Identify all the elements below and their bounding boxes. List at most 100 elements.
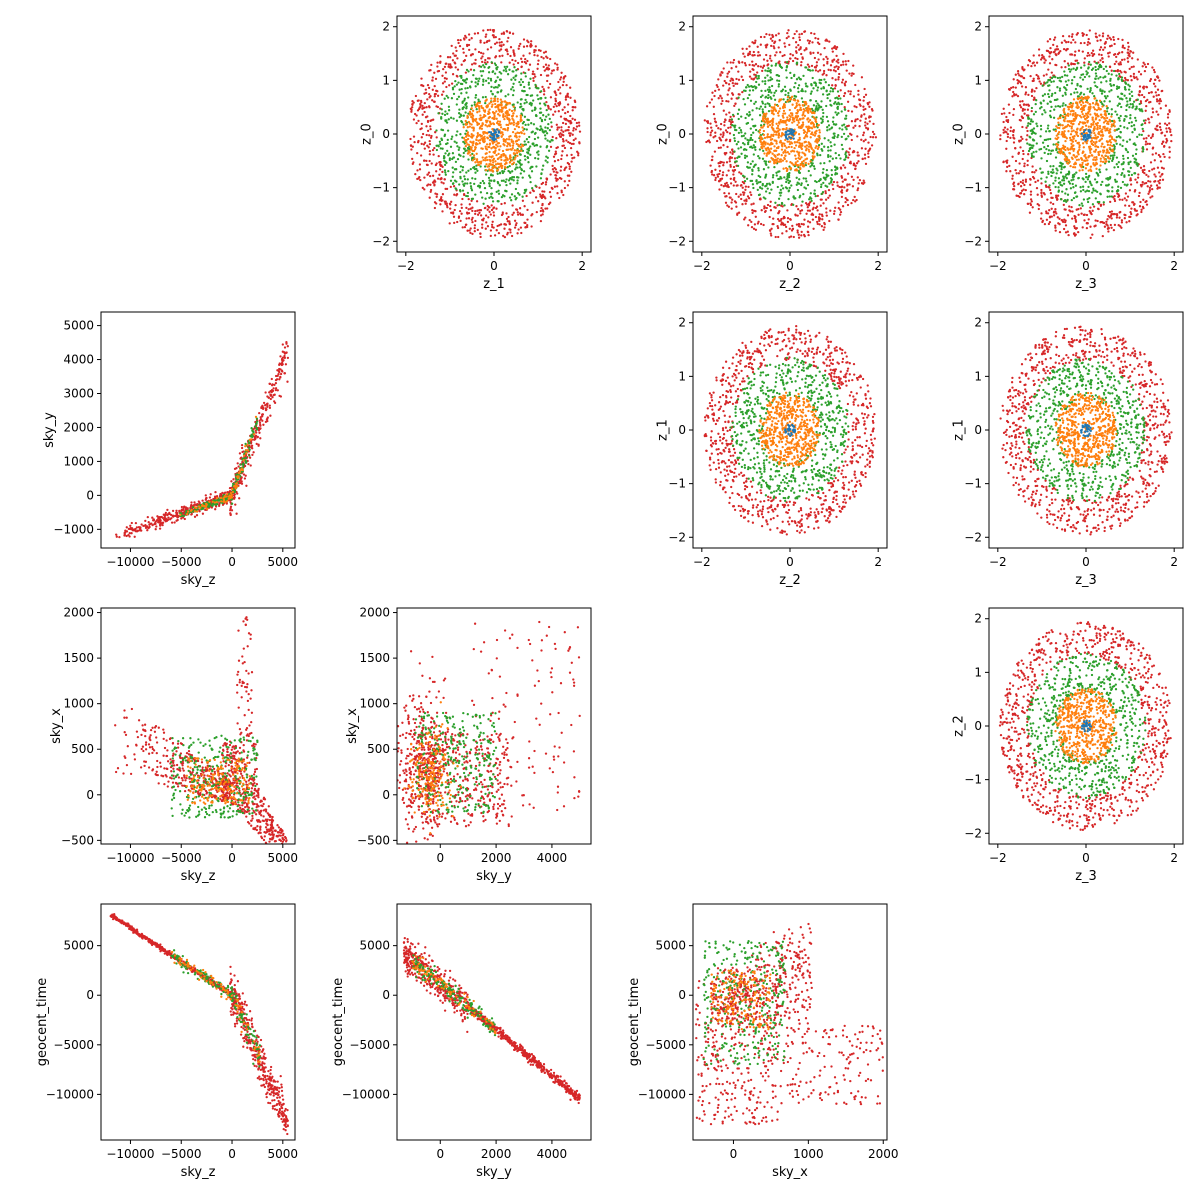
data-point [1096, 85, 1099, 89]
data-point [427, 86, 431, 90]
data-point [758, 107, 761, 110]
data-point [803, 30, 806, 33]
data-point [466, 137, 470, 141]
data-point [544, 137, 547, 140]
data-point [1086, 51, 1090, 55]
data-point [552, 155, 556, 158]
data-point [811, 41, 814, 44]
data-point [743, 218, 746, 221]
data-point [746, 161, 750, 164]
data-point [474, 193, 477, 196]
data-point [777, 197, 781, 200]
data-point [444, 110, 447, 113]
data-point [464, 149, 467, 153]
data-point [725, 81, 728, 85]
data-point [1019, 146, 1022, 149]
data-point [842, 123, 846, 126]
data-point [731, 113, 735, 117]
data-point [491, 34, 495, 37]
data-point [831, 136, 834, 139]
data-point [452, 117, 455, 120]
data-point [1081, 226, 1084, 229]
data-point [821, 171, 825, 174]
data-point [797, 84, 801, 87]
data-point [818, 131, 821, 134]
data-point [1151, 133, 1155, 136]
data-point [827, 196, 830, 199]
data-point [778, 79, 781, 83]
data-point [461, 189, 465, 192]
data-point [1158, 186, 1161, 189]
data-point [749, 99, 753, 102]
data-point [431, 148, 435, 152]
x-tick-label: 0 [786, 259, 794, 273]
data-point [717, 78, 720, 81]
data-point [724, 129, 728, 132]
data-point [505, 70, 508, 73]
data-point [1124, 71, 1127, 74]
data-point [473, 182, 476, 186]
data-point [478, 110, 481, 113]
data-point [1088, 54, 1091, 57]
data-point [482, 80, 485, 83]
data-point [1041, 113, 1044, 116]
data-point [722, 131, 725, 135]
data-point [797, 151, 800, 154]
data-point [527, 118, 530, 122]
data-point [490, 61, 493, 64]
data-point [819, 162, 822, 165]
data-point [798, 136, 801, 140]
data-point [803, 130, 807, 133]
data-point [874, 136, 878, 139]
data-point [729, 163, 732, 167]
data-point [447, 105, 451, 108]
data-point [788, 171, 791, 175]
data-point [572, 106, 575, 109]
data-point [762, 223, 765, 227]
data-point [808, 65, 811, 68]
data-point [776, 124, 780, 128]
data-point [1115, 216, 1119, 219]
data-point [727, 192, 731, 195]
data-point [820, 183, 823, 186]
data-point [812, 165, 816, 168]
data-point [736, 82, 739, 85]
data-point [810, 146, 813, 149]
data-point [460, 121, 464, 124]
data-point [523, 140, 526, 143]
data-point [560, 191, 563, 194]
data-point [1154, 175, 1157, 178]
data-point [1037, 207, 1040, 211]
data-point [760, 187, 764, 190]
data-point [820, 192, 823, 196]
data-point [432, 118, 435, 121]
data-point [1144, 99, 1148, 103]
data-point [810, 90, 813, 93]
data-point [789, 57, 792, 60]
data-point [492, 226, 495, 229]
data-point [419, 178, 422, 182]
data-point [459, 113, 462, 116]
data-point [761, 117, 765, 120]
data-point [478, 107, 481, 111]
data-point [822, 69, 826, 73]
data-point [498, 49, 501, 52]
data-point [1162, 152, 1165, 156]
data-point [705, 105, 709, 108]
data-point [410, 148, 413, 151]
data-point [441, 147, 444, 150]
data-point [814, 206, 818, 210]
data-point [780, 148, 784, 151]
data-point [531, 201, 534, 204]
data-point [751, 160, 754, 163]
data-point [462, 126, 465, 129]
data-point [1058, 105, 1062, 108]
data-point [806, 183, 810, 187]
data-point [761, 94, 764, 97]
data-point [1141, 169, 1144, 172]
data-point [529, 191, 532, 194]
data-point [1020, 85, 1024, 88]
data-point [498, 70, 501, 74]
data-point [800, 156, 803, 159]
data-point [758, 128, 762, 132]
